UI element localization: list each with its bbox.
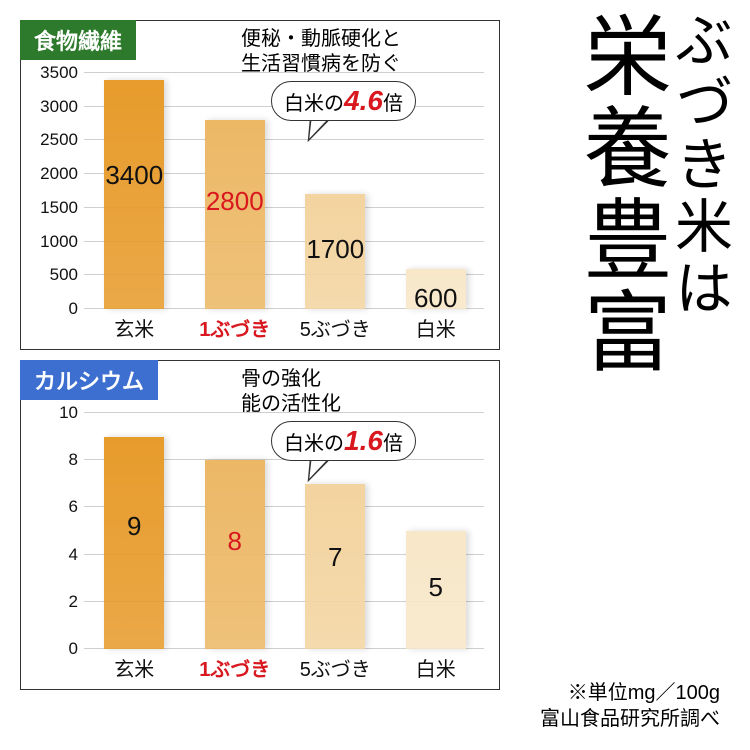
bar-value: 2800 xyxy=(205,186,265,217)
gridline xyxy=(84,412,484,413)
bar: 2800 xyxy=(205,120,265,309)
x-axis-label: 玄米 xyxy=(94,313,174,342)
title-line2: 栄養豊富 xyxy=(570,10,667,378)
x-axis-label: 白米 xyxy=(396,313,476,342)
bar: 9 xyxy=(104,437,164,649)
chart-panel-0: 食物繊維 便秘・動脈硬化と生活習慣病を防ぐ 0 500 1000 1500 2000 2500… xyxy=(20,20,500,350)
bar: 600 xyxy=(406,269,466,309)
bar-value: 5 xyxy=(406,572,466,603)
bar: 8 xyxy=(205,460,265,649)
bar-value: 1700 xyxy=(305,234,365,265)
y-axis-label: 1000 xyxy=(32,232,84,252)
callout-bubble: 白米の1.6倍 xyxy=(271,421,416,461)
x-axis: 玄米 1ぶづき 5ぶづき白米 xyxy=(84,653,484,681)
y-axis-label: 2 xyxy=(32,592,84,612)
bar-value: 9 xyxy=(104,511,164,542)
chart-subtitle: 便秘・動脈硬化と生活習慣病を防ぐ xyxy=(241,27,401,77)
y-axis-label: 6 xyxy=(32,497,84,517)
callout-bubble: 白米の4.6倍 xyxy=(271,81,416,121)
y-axis-label: 0 xyxy=(32,299,84,319)
y-axis-label: 1500 xyxy=(32,198,84,218)
bar-value: 3400 xyxy=(104,160,164,191)
y-axis-label: 3500 xyxy=(32,63,84,83)
chart-title: 食物繊維 xyxy=(20,20,136,60)
y-axis-label: 8 xyxy=(32,450,84,470)
y-axis-label: 500 xyxy=(32,265,84,285)
footnote-line2: 富山食品研究所調べ xyxy=(540,706,720,732)
y-axis-label: 2000 xyxy=(32,164,84,184)
x-axis-label: 5ぶづき xyxy=(295,653,375,682)
bar: 7 xyxy=(305,484,365,649)
chart-subtitle: 骨の強化能の活性化 xyxy=(241,367,341,417)
bar-value: 600 xyxy=(406,283,466,314)
footnote-line1: ※単位mg／100g xyxy=(540,680,720,706)
callout: 白米の1.6倍 xyxy=(271,421,416,461)
y-axis-label: 2500 xyxy=(32,130,84,150)
x-axis-label: 玄米 xyxy=(94,653,174,682)
bar-value: 7 xyxy=(305,542,365,573)
callout: 白米の4.6倍 xyxy=(271,81,416,121)
chart-title: カルシウム xyxy=(20,360,158,400)
x-axis-label: 5ぶづき xyxy=(295,313,375,342)
bar: 5 xyxy=(406,531,466,649)
main-title: ぶづき米は 栄養豊富 xyxy=(569,10,730,378)
y-axis-label: 10 xyxy=(32,403,84,423)
gridline xyxy=(84,72,484,73)
x-axis-label: 1ぶづき xyxy=(195,313,275,342)
bar: 1700 xyxy=(305,194,365,309)
y-axis-label: 0 xyxy=(32,639,84,659)
y-axis-label: 3000 xyxy=(32,97,84,117)
x-axis: 玄米 1ぶづき 5ぶづき白米 xyxy=(84,313,484,341)
bar-value: 8 xyxy=(205,526,265,557)
x-axis-label: 1ぶづき xyxy=(195,653,275,682)
x-axis-label: 白米 xyxy=(396,653,476,682)
title-line1: ぶづき米は xyxy=(666,10,731,320)
chart-panel-1: カルシウム 骨の強化能の活性化 0 2 4 6 8 10 9 8 7 5 玄米 1ぶづき 5ぶづき白米 白米の… xyxy=(20,360,500,690)
bar: 3400 xyxy=(104,80,164,309)
y-axis-label: 4 xyxy=(32,545,84,565)
footnote: ※単位mg／100g 富山食品研究所調べ xyxy=(540,680,720,732)
